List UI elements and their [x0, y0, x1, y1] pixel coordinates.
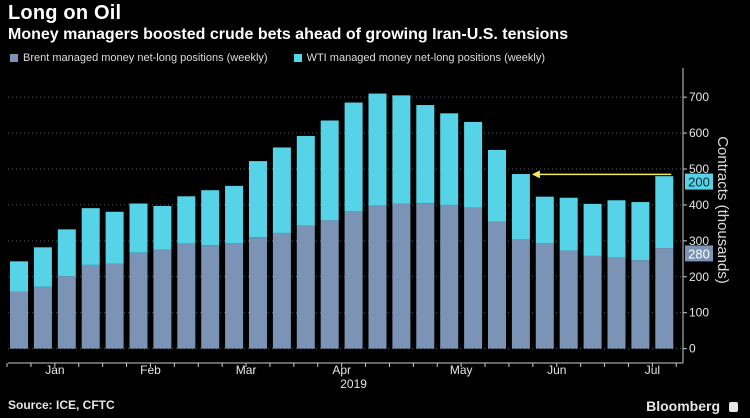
y-tick-label: 400: [689, 198, 709, 212]
bar-brent: [129, 252, 148, 349]
bar-wti: [607, 200, 626, 258]
bar-brent: [10, 291, 28, 349]
bar-wti: [320, 120, 339, 221]
bar-brent: [153, 249, 172, 349]
bar-brent: [272, 232, 291, 349]
legend-label-wti: WTI managed money net-long positions (we…: [306, 52, 546, 64]
bar-brent: [57, 276, 76, 349]
bar-wti: [153, 206, 172, 250]
bar-brent: [488, 221, 506, 349]
legend-item-brent: Brent managed money net-long positions (…: [10, 52, 268, 64]
bar-wti: [296, 135, 315, 226]
x-tick-label: Apr: [332, 363, 351, 377]
bar-wti: [344, 102, 363, 212]
bar-brent: [607, 257, 626, 349]
bar-wti: [511, 174, 530, 240]
bar-brent: [177, 243, 196, 349]
bar-brent: [344, 211, 363, 349]
bar-wti: [57, 229, 76, 277]
bar-wti: [368, 93, 387, 206]
legend-item-wti: WTI managed money net-long positions (we…: [293, 52, 546, 64]
bar-wti: [272, 147, 291, 233]
value-label-wti: 200: [688, 175, 710, 190]
bar-wti: [535, 196, 554, 244]
y-tick-label: 500: [689, 162, 709, 176]
legend-swatch-brent: [10, 54, 18, 62]
source-note: Source: ICE, CFTC: [8, 398, 115, 412]
bar-brent: [81, 264, 100, 349]
legend-label-brent: Brent managed money net-long positions (…: [23, 52, 268, 64]
bar-brent: [583, 255, 602, 349]
bar-brent: [655, 248, 674, 349]
bar-wti: [33, 247, 52, 287]
bar-wti: [225, 185, 244, 244]
bar-brent: [249, 237, 267, 349]
bar-wti: [488, 149, 506, 222]
legend-swatch-wti: [293, 54, 302, 62]
annotation-arrow-head: [531, 170, 540, 179]
value-label-brent: 280: [688, 246, 710, 261]
bar-brent: [416, 203, 435, 349]
y-tick-label: 600: [689, 126, 709, 140]
x-tick-label: Jun: [547, 363, 566, 377]
bar-wti: [249, 161, 267, 238]
bar-wti: [177, 196, 196, 244]
value-label-brent-bg: [685, 245, 713, 262]
bar-wti: [559, 197, 578, 251]
brand-logo-text: Bloomberg: [646, 398, 720, 414]
bar-wti: [105, 211, 124, 264]
y-tick-label: 0: [689, 342, 696, 356]
bar-brent: [392, 203, 411, 349]
bar-brent: [33, 286, 52, 349]
bar-brent: [105, 263, 124, 349]
y-tick-label: 100: [689, 306, 709, 320]
bar-brent: [320, 220, 339, 349]
bar-brent: [464, 207, 483, 349]
value-label-wti-bg: [685, 173, 713, 190]
y-axis-label: Contracts (thousands): [714, 136, 731, 284]
x-year-label: 2019: [340, 377, 367, 391]
x-tick-label: Feb: [140, 363, 161, 377]
bar-brent: [631, 260, 650, 349]
bar-brent: [535, 243, 554, 349]
bar-wti: [464, 121, 483, 208]
chart-title: Long on Oil: [8, 2, 122, 24]
bar-wti: [416, 105, 435, 204]
brand-mark-icon: [729, 402, 738, 412]
bar-wti: [10, 261, 28, 292]
bar-wti: [583, 203, 602, 256]
bar-brent: [559, 250, 578, 349]
y-tick-label: 300: [689, 234, 709, 248]
legend: Brent managed money net-long positions (…: [10, 52, 545, 64]
y-tick-label: 200: [689, 270, 709, 284]
bar-wti: [440, 113, 459, 205]
bar-brent: [296, 225, 315, 349]
bar-wti: [129, 203, 148, 253]
x-tick-label: May: [450, 363, 473, 377]
bar-wti: [655, 176, 674, 249]
bar-brent: [511, 239, 530, 349]
bar-brent: [368, 205, 387, 349]
bar-brent: [440, 204, 459, 349]
x-tick-label: Jan: [45, 363, 64, 377]
bar-wti: [631, 202, 650, 261]
bar-brent: [225, 243, 244, 349]
bar-brent: [201, 245, 220, 349]
bar-wti: [201, 190, 220, 246]
y-tick-label: 700: [689, 90, 709, 104]
chart-subtitle: Money managers boosted crude bets ahead …: [8, 26, 569, 43]
x-tick-label: Mar: [236, 363, 257, 377]
bar-wti: [81, 208, 100, 265]
x-tick-label: Jul: [645, 363, 660, 377]
bar-wti: [392, 95, 411, 204]
